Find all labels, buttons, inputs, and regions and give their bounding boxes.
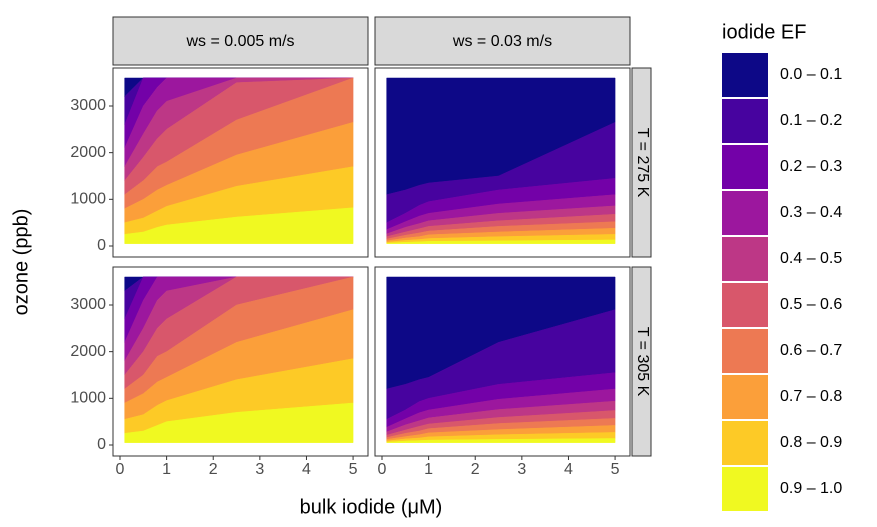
legend-label: 0.6 – 0.7 bbox=[780, 342, 842, 359]
x-tick-label: 5 bbox=[349, 461, 358, 478]
x-tick-label: 3 bbox=[517, 461, 526, 478]
y-axis-label: ozone (ppb) bbox=[10, 209, 32, 316]
y-tick-label: 1000 bbox=[70, 390, 106, 407]
legend-key bbox=[722, 191, 768, 235]
legend-label: 0.7 – 0.8 bbox=[780, 388, 842, 405]
x-axis-label: bulk iodide (μM) bbox=[300, 496, 443, 518]
x-tick-label: 4 bbox=[564, 461, 573, 478]
column-strip bbox=[112, 16, 369, 66]
row-strip bbox=[631, 266, 652, 457]
x-tick-label: 2 bbox=[471, 461, 480, 478]
x-tick-label: 5 bbox=[611, 461, 620, 478]
column-strip-label: ws = 0.03 m/s bbox=[452, 33, 552, 50]
legend-key bbox=[722, 283, 768, 327]
y-tick-label: 2000 bbox=[70, 343, 106, 360]
contour-band bbox=[386, 239, 616, 244]
legend-label: 0.8 – 0.9 bbox=[780, 434, 842, 451]
y-tick-label: 3000 bbox=[70, 97, 106, 114]
legend-key bbox=[722, 467, 768, 511]
column-strip-label: ws = 0.005 m/s bbox=[185, 33, 294, 50]
legend-key bbox=[722, 329, 768, 373]
legend-key bbox=[722, 53, 768, 97]
row-strip-label: T = 305 K bbox=[634, 327, 651, 397]
legend-label: 0.1 – 0.2 bbox=[780, 112, 842, 129]
x-tick-label: 2 bbox=[209, 461, 218, 478]
y-tick-label: 0 bbox=[97, 237, 106, 254]
legend-key bbox=[722, 237, 768, 281]
legend-key bbox=[722, 375, 768, 419]
legend-label: 0.2 – 0.3 bbox=[780, 158, 842, 175]
legend-label: 0.9 – 1.0 bbox=[780, 480, 842, 497]
row-strip-label: T = 275 K bbox=[634, 128, 651, 198]
legend-key bbox=[722, 99, 768, 143]
contour-band bbox=[386, 438, 616, 443]
contour-band bbox=[124, 402, 354, 443]
y-tick-label: 1000 bbox=[70, 191, 106, 208]
legend-key bbox=[722, 421, 768, 465]
y-tick-label: 3000 bbox=[70, 296, 106, 313]
contour-band bbox=[124, 207, 354, 244]
panel-border bbox=[374, 266, 631, 457]
legend-label: 0.3 – 0.4 bbox=[780, 204, 842, 221]
legend-title: iodide EF bbox=[722, 21, 807, 43]
x-tick-label: 3 bbox=[255, 461, 264, 478]
legend-key bbox=[722, 145, 768, 189]
x-tick-label: 1 bbox=[424, 461, 433, 478]
x-tick-label: 0 bbox=[378, 461, 387, 478]
column-strip bbox=[374, 16, 631, 66]
legend-label: 0.4 – 0.5 bbox=[780, 250, 842, 267]
x-tick-label: 0 bbox=[116, 461, 125, 478]
y-tick-label: 0 bbox=[97, 436, 106, 453]
x-tick-label: 1 bbox=[162, 461, 171, 478]
legend-label: 0.0 – 0.1 bbox=[780, 66, 842, 83]
y-tick-label: 2000 bbox=[70, 144, 106, 161]
panel-border bbox=[112, 67, 369, 258]
legend-label: 0.5 – 0.6 bbox=[780, 296, 842, 313]
panel-border bbox=[112, 266, 369, 457]
row-strip bbox=[631, 67, 652, 258]
panel-border bbox=[374, 67, 631, 258]
x-tick-label: 4 bbox=[302, 461, 311, 478]
